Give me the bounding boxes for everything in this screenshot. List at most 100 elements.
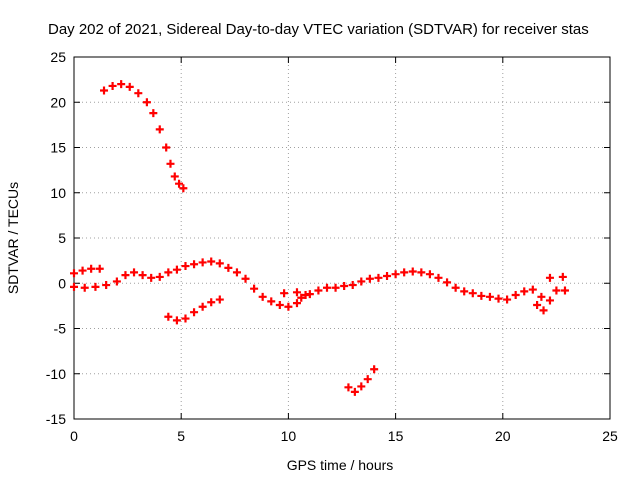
data-point — [102, 281, 111, 290]
y-tick-label: 10 — [50, 185, 66, 201]
data-point — [400, 268, 409, 277]
grid-lines — [74, 57, 610, 419]
series-early-segment — [70, 257, 310, 311]
data-point — [170, 172, 179, 181]
data-point — [78, 266, 87, 275]
data-point — [485, 292, 494, 301]
series-dip-segment — [164, 295, 224, 325]
data-point — [284, 302, 293, 311]
data-point — [181, 262, 190, 271]
data-point — [250, 284, 259, 293]
series-low-segment — [344, 365, 379, 396]
chart-title: Day 202 of 2021, Sidereal Day-to-day VTE… — [48, 21, 589, 38]
data-point — [280, 289, 289, 298]
data-point — [348, 281, 357, 290]
data-point — [350, 387, 359, 396]
y-tick-label: -15 — [46, 411, 66, 427]
data-point — [207, 298, 216, 307]
data-point — [125, 82, 134, 91]
x-tick-label: 20 — [495, 428, 511, 444]
data-point — [224, 263, 233, 272]
data-point — [172, 265, 181, 274]
data-point — [172, 316, 181, 325]
data-point — [164, 312, 173, 321]
data-point — [164, 268, 173, 277]
data-point — [121, 271, 130, 280]
x-axis: 0 5 10 15 20 25 — [70, 57, 618, 444]
data-point — [370, 365, 379, 374]
y-axis-label: SDTVAR / TECUs — [5, 182, 21, 294]
data-point — [322, 283, 331, 292]
data-point — [503, 295, 512, 304]
data-point — [134, 89, 143, 98]
data-point — [175, 179, 184, 188]
x-axis-label: GPS time / hours — [287, 457, 394, 473]
data-point — [537, 292, 546, 301]
data-point — [357, 382, 366, 391]
data-point — [258, 292, 267, 301]
series-mid-segment — [297, 267, 569, 315]
data-point — [443, 278, 452, 287]
data-point — [215, 259, 224, 268]
data-point — [100, 86, 109, 95]
data-point — [539, 306, 548, 315]
data-point — [344, 383, 353, 392]
x-tick-label: 0 — [70, 428, 78, 444]
data-point — [142, 98, 151, 107]
data-point — [434, 273, 443, 282]
data-point — [292, 288, 301, 297]
x-tick-label: 10 — [281, 428, 297, 444]
data-point — [365, 274, 374, 283]
y-tick-label: 20 — [50, 94, 66, 110]
data-point — [166, 159, 175, 168]
data-point — [558, 272, 567, 281]
data-point — [198, 258, 207, 267]
data-point — [87, 264, 96, 273]
data-point — [460, 287, 469, 296]
x-tick-label: 5 — [177, 428, 185, 444]
data-point — [207, 257, 216, 266]
data-point — [477, 291, 486, 300]
x-tick-label: 15 — [388, 428, 404, 444]
data-point — [147, 273, 156, 282]
data-point — [70, 282, 78, 291]
data-point — [552, 286, 561, 295]
y-tick-label: 25 — [50, 49, 66, 65]
data-series — [70, 80, 569, 396]
x-tick-label: 25 — [602, 428, 618, 444]
data-point — [80, 283, 89, 292]
data-point — [155, 272, 164, 281]
data-point — [149, 109, 158, 118]
y-tick-label: -5 — [54, 321, 67, 337]
data-point — [468, 289, 477, 298]
data-point — [545, 273, 554, 282]
data-point — [155, 125, 164, 134]
data-point — [357, 277, 366, 286]
y-axis: -15 -10 -5 0 5 10 15 20 25 — [46, 49, 610, 427]
data-point — [179, 184, 188, 193]
data-point — [70, 269, 78, 278]
data-point — [190, 260, 199, 269]
data-point — [267, 297, 276, 306]
data-point — [292, 299, 301, 308]
data-point — [138, 271, 147, 280]
data-point — [305, 290, 314, 299]
data-point — [190, 308, 199, 317]
data-point — [241, 274, 250, 283]
data-point — [314, 286, 323, 295]
y-tick-label: 5 — [58, 230, 66, 246]
data-point — [297, 293, 306, 302]
data-point — [95, 264, 104, 273]
data-point — [391, 270, 400, 279]
data-point — [117, 80, 126, 89]
data-point — [198, 302, 207, 311]
data-point — [130, 268, 139, 277]
data-point — [181, 314, 190, 323]
data-point — [451, 283, 460, 292]
data-point — [528, 285, 537, 294]
data-point — [108, 81, 117, 90]
series-high-arc — [100, 80, 188, 193]
data-point — [494, 294, 503, 303]
data-point — [520, 287, 529, 296]
